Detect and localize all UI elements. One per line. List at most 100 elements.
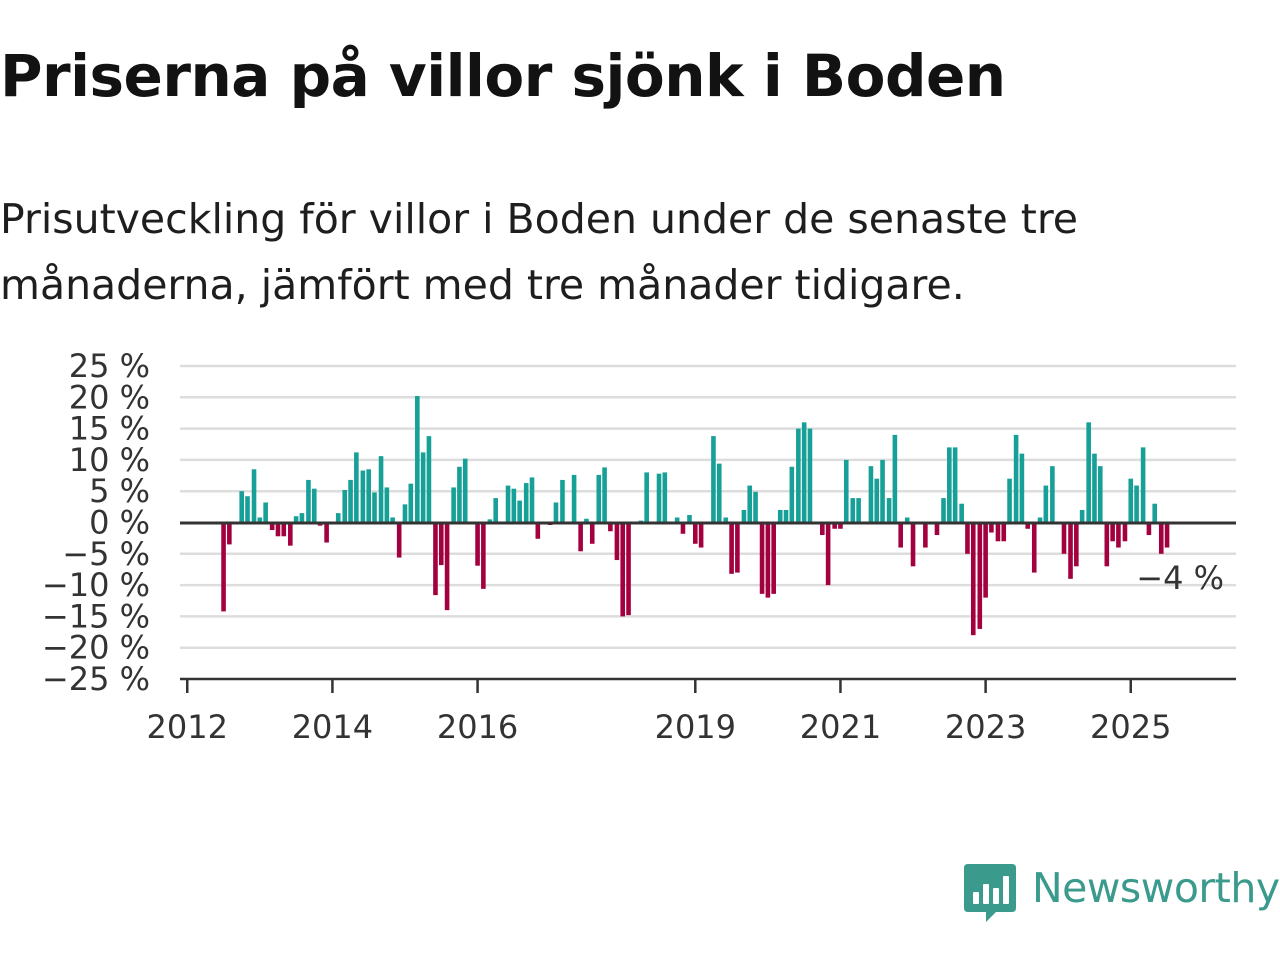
bar-negative bbox=[1158, 522, 1164, 554]
bar-negative bbox=[680, 522, 686, 534]
bar-positive bbox=[789, 466, 795, 523]
newsworthy-logo: Newsworthy bbox=[962, 862, 1280, 928]
bar-negative bbox=[1110, 522, 1115, 542]
bar-negative bbox=[729, 522, 734, 574]
bar-negative bbox=[626, 522, 631, 616]
x-tick-labels: 2012 2014 2016 2019 2021 2023 2025 bbox=[147, 708, 1172, 746]
bar-positive bbox=[1092, 453, 1097, 523]
bar-negative bbox=[1146, 522, 1152, 536]
bar-positive bbox=[868, 466, 874, 523]
bar-negative bbox=[578, 522, 583, 552]
bars bbox=[221, 396, 1170, 636]
bar-positive bbox=[390, 517, 395, 523]
bar-negative bbox=[1068, 522, 1073, 579]
bar-negative bbox=[995, 522, 1001, 542]
y-tick-label: −25 % bbox=[42, 660, 150, 698]
bar-positive bbox=[342, 489, 348, 523]
bar-positive bbox=[1140, 447, 1146, 523]
bar-positive bbox=[1097, 466, 1103, 523]
bar-positive bbox=[257, 517, 263, 523]
bar-negative bbox=[832, 522, 837, 529]
y-tick-label: 0 % bbox=[89, 504, 150, 542]
bar-positive bbox=[360, 470, 366, 523]
bar-negative bbox=[396, 522, 402, 558]
bar-positive bbox=[335, 513, 341, 523]
bar-negative bbox=[934, 522, 940, 536]
bar-positive bbox=[886, 498, 892, 523]
x-tick-label: 2012 bbox=[147, 708, 228, 746]
bar-positive bbox=[1128, 478, 1134, 523]
x-tick-label: 2016 bbox=[437, 708, 518, 746]
y-tick-label: −20 % bbox=[42, 629, 150, 667]
bar-positive bbox=[807, 428, 813, 523]
bar-positive bbox=[1007, 478, 1012, 523]
y-tick-label: −5 % bbox=[62, 535, 150, 573]
bar-negative bbox=[1164, 522, 1170, 548]
bar-positive bbox=[493, 498, 499, 523]
bar-negative bbox=[910, 522, 916, 567]
bar-chart-speech-bubble-icon bbox=[964, 864, 1016, 922]
bar-positive bbox=[1134, 485, 1139, 523]
bar-positive bbox=[1037, 517, 1043, 523]
bar-positive bbox=[293, 516, 299, 523]
bar-positive bbox=[354, 452, 359, 523]
bar-negative bbox=[1122, 522, 1128, 542]
bar-negative bbox=[281, 522, 287, 537]
chart-title: Priserna på villor sjönk i Boden bbox=[0, 42, 1006, 110]
bar-negative bbox=[977, 522, 983, 629]
bar-positive bbox=[1050, 466, 1055, 523]
bar-positive bbox=[644, 472, 649, 523]
y-tick-labels: 25 %20 %15 %10 %5 %0 %−5 %−10 %−15 %−20 … bbox=[42, 347, 150, 698]
bar-positive bbox=[602, 467, 607, 523]
bar-positive bbox=[451, 487, 456, 523]
bar-positive bbox=[245, 496, 250, 523]
bar-positive bbox=[843, 459, 849, 523]
bar-positive bbox=[299, 513, 305, 523]
axes bbox=[180, 521, 1236, 693]
bar-positive bbox=[263, 502, 268, 523]
bar-negative bbox=[765, 522, 771, 598]
bar-positive bbox=[741, 509, 747, 523]
bar-negative bbox=[825, 522, 831, 586]
bar-positive bbox=[947, 447, 952, 523]
bar-positive bbox=[850, 498, 856, 523]
y-tick-label: −10 % bbox=[42, 566, 150, 604]
bar-positive bbox=[408, 483, 414, 523]
grid-lines bbox=[180, 364, 1236, 649]
bar-positive bbox=[384, 487, 390, 523]
bar-negative bbox=[1074, 522, 1079, 567]
bar-negative bbox=[735, 522, 740, 573]
bar-positive bbox=[783, 509, 789, 523]
y-tick-label: −15 % bbox=[42, 597, 150, 635]
bar-positive bbox=[687, 514, 692, 523]
brand-name: Newsworthy bbox=[1032, 864, 1280, 912]
bar-negative bbox=[288, 522, 293, 546]
bar-negative bbox=[983, 522, 988, 598]
bar-positive bbox=[420, 452, 426, 523]
bar-negative bbox=[970, 522, 976, 636]
bar-negative bbox=[475, 522, 480, 566]
bar-positive bbox=[529, 477, 535, 523]
bar-positive bbox=[716, 463, 722, 523]
bar-negative bbox=[898, 522, 903, 548]
bar-positive bbox=[487, 519, 493, 523]
bar-positive bbox=[904, 517, 910, 523]
bar-negative bbox=[1031, 522, 1037, 573]
bar-negative bbox=[444, 522, 450, 611]
last-value-label: −4 % bbox=[1136, 559, 1224, 597]
bar-positive bbox=[457, 466, 462, 523]
bar-negative bbox=[820, 522, 825, 536]
bar-positive bbox=[251, 469, 257, 523]
bar-positive bbox=[239, 491, 244, 523]
bar-negative bbox=[221, 522, 226, 612]
bar-negative bbox=[1116, 522, 1121, 548]
bar-negative bbox=[1001, 522, 1007, 542]
bar-positive bbox=[306, 479, 311, 523]
bar-positive bbox=[1152, 503, 1158, 523]
bar-positive bbox=[1019, 453, 1025, 523]
bar-positive bbox=[462, 458, 468, 523]
bar-negative bbox=[693, 522, 698, 544]
bar-positive bbox=[415, 396, 420, 523]
bar-positive bbox=[796, 428, 801, 523]
bar-positive bbox=[1086, 422, 1091, 523]
